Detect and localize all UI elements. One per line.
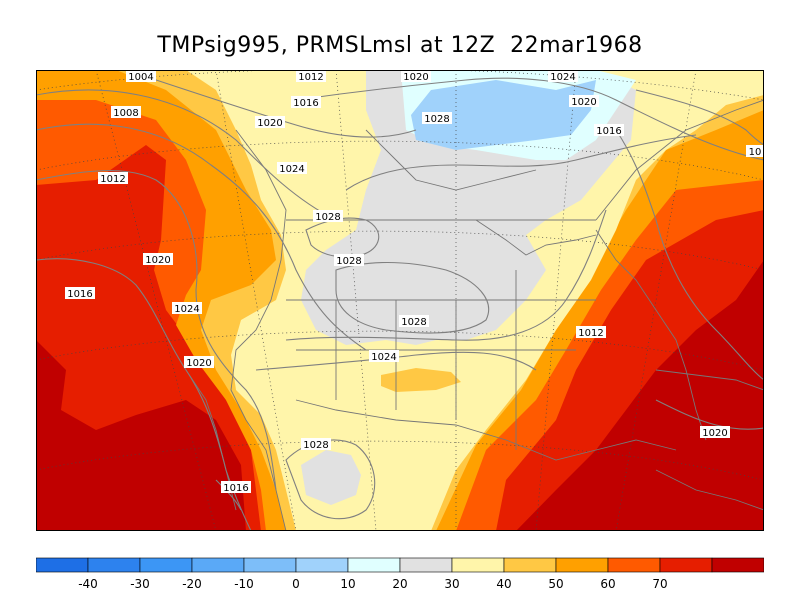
color-scale-box [36,557,89,573]
isobar-label: 1016 [67,289,92,300]
isobar-label: 1020 [186,358,211,369]
color-scale-box [139,557,193,573]
color-scale-tick-label: -40 [78,577,98,591]
color-scale-box [399,557,453,573]
color-scale-box [503,557,557,573]
isobar-label: 1020 [403,72,428,83]
isobar-label: 1016 [223,483,248,494]
isobar-label: 1020 [702,428,727,439]
band-10-20-south [301,450,361,505]
isobar-label: 1004 [128,72,153,83]
isobar-label: 1024 [371,352,396,363]
band-neg10-0 [411,80,596,150]
isobar-label: 1016 [293,98,318,109]
color-scale-box [191,557,245,573]
color-scale-box [451,557,505,573]
band-30-40-patch [381,368,461,392]
isobar-label: 1008 [113,108,138,119]
isobar-label: 1028 [303,440,328,451]
isobar-label: 1020 [257,118,282,129]
color-scale-box [711,557,764,573]
isobar-label: 10 [749,147,762,158]
isobar-label: 1020 [145,255,170,266]
color-scale-tick-label: -30 [130,577,150,591]
isobar-label: 1012 [578,328,603,339]
color-scale-boxes [36,557,764,573]
band-70-80-east [516,260,764,531]
isobar-label: 1016 [596,126,621,137]
color-scale-box [607,557,661,573]
color-scale-tick-label: 50 [548,577,563,591]
temperature-pressure-map: 1004 1012 1020 1024 1008 1016 1020 1016 … [36,70,764,531]
color-scale-tick-label: 30 [444,577,459,591]
isobar-label: 1028 [315,212,340,223]
isobar-label-group: 1004 1012 1020 1024 1008 1016 1020 1016 … [65,70,764,494]
color-scale-tick-label: 70 [652,577,667,591]
color-scale-tick-label: 0 [292,577,300,591]
color-scale-box [87,557,141,573]
isobar-label: 1012 [298,72,323,83]
map-frame [36,70,764,531]
color-scale-box [555,557,609,573]
color-scale-box [347,557,401,573]
isobar-label: 1020 [571,97,596,108]
color-scale-legend: -40 -30 -20 -10 0 10 20 30 40 50 60 70 [36,557,764,591]
isobar-label: 1028 [401,317,426,328]
color-scale-box [659,557,713,573]
color-scale-tick-label: 40 [496,577,511,591]
isobar-label: 1024 [279,164,304,175]
color-scale-tick-label: -10 [234,577,254,591]
band-70-80-west [36,340,246,531]
color-scale-tick-label: 10 [340,577,355,591]
isobar-label: 1028 [336,256,361,267]
color-scale-tick-label: 60 [600,577,615,591]
color-scale-tick-label: -20 [182,577,202,591]
isobar-label: 1028 [424,114,449,125]
isobars [36,70,764,531]
color-scale-tick-label: 20 [392,577,407,591]
isobar-label: 1012 [100,174,125,185]
color-scale-box [243,557,297,573]
color-scale-box [295,557,349,573]
color-scale-ticks: -40 -30 -20 -10 0 10 20 30 40 50 60 70 [78,577,667,591]
map-title: TMPsig995, PRMSLmsl at 12Z 22mar1968 [157,33,643,58]
isobar-label: 1024 [550,72,575,83]
isobar-label: 1024 [174,304,199,315]
